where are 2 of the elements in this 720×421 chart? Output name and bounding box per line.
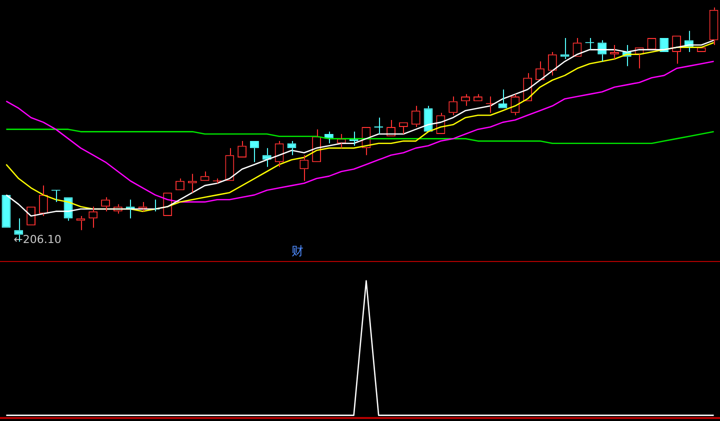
text: 财: [292, 244, 304, 258]
annotation: ←206.10: [14, 233, 62, 246]
